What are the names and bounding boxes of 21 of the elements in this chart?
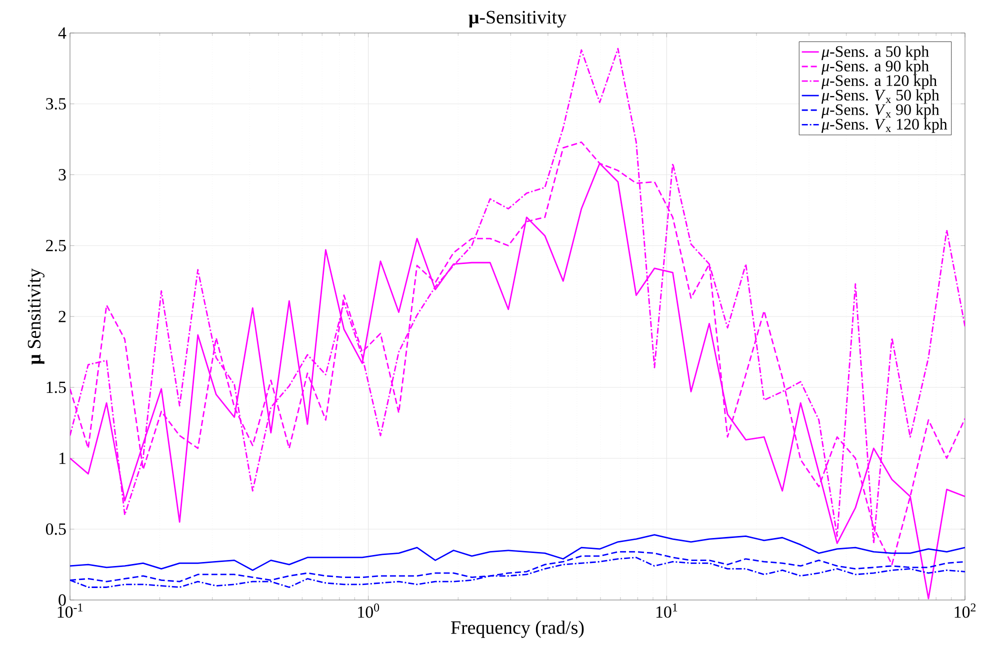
y-tick-label: 3 <box>58 169 66 180</box>
y-tick-label: 1.5 <box>46 382 66 394</box>
y-tick-label: 2 <box>58 310 66 322</box>
legend-label: μ-Sens. V$_{x}$ 90 kph <box>822 104 940 118</box>
y-tick-label: 0.5 <box>46 523 66 535</box>
y-tick-label: 3.5 <box>46 98 66 110</box>
legend-label: μ-Sens. a 90 kph <box>822 60 929 75</box>
x-tick-label: 10$^{2}$ <box>954 604 976 618</box>
y-tick-label: 0 <box>58 594 66 606</box>
x-tick-label: 10$^{0}$ <box>358 604 380 618</box>
y-tick-label: 4 <box>58 27 66 39</box>
y-axis-title: μ Sensitivity <box>28 268 44 364</box>
legend-label: μ-Sens. V$_{x}$ 120 kph <box>822 118 948 133</box>
legend-label: μ-Sens. V$_{x}$ 50 kph <box>822 89 940 104</box>
x-axis-title: Frequency (rad/s) <box>451 620 584 638</box>
y-tick-label: 1 <box>59 452 66 464</box>
y-tick-label: 2.5 <box>46 240 66 252</box>
legend-label: μ-Sens. a 50 kph <box>822 46 929 60</box>
legend-label: μ-Sens. a 120 kph <box>822 74 937 90</box>
x-tick-label: 10$^{1}$ <box>656 604 678 618</box>
chart-title: μ-Sensitivity <box>468 10 566 28</box>
